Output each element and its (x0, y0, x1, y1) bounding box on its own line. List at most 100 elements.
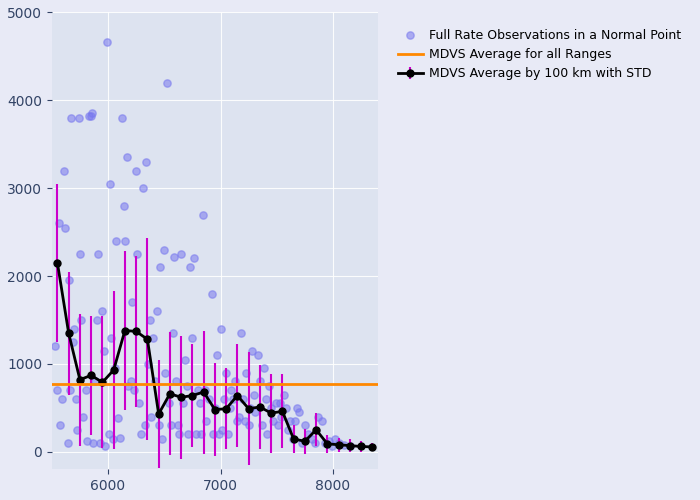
Full Rate Observations in a Normal Point (289, 417, 300, 425)
Full Rate Observations in a Normal Point (137, 184, 148, 192)
Full Rate Observations in a Normal Point (206, 290, 217, 298)
Full Rate Observations in a Normal Point (156, 434, 167, 442)
Full Rate Observations in a Normal Point (224, 404, 235, 412)
Full Rate Observations in a Normal Point (91, 316, 102, 324)
Full Rate Observations in a Normal Point (215, 325, 226, 333)
Full Rate Observations in a Normal Point (71, 395, 82, 403)
Full Rate Observations in a Normal Point (64, 386, 76, 394)
Full Rate Observations in a Normal Point (246, 346, 258, 354)
Full Rate Observations in a Normal Point (96, 307, 107, 315)
Full Rate Observations in a Normal Point (270, 400, 281, 407)
Full Rate Observations in a Normal Point (204, 395, 215, 403)
Full Rate Observations in a Normal Point (86, 108, 97, 116)
Full Rate Observations in a Normal Point (265, 404, 276, 412)
Full Rate Observations in a Normal Point (127, 298, 138, 306)
Full Rate Observations in a Normal Point (106, 334, 117, 342)
Full Rate Observations in a Normal Point (185, 263, 196, 271)
Full Rate Observations in a Normal Point (60, 224, 71, 232)
Full Rate Observations in a Normal Point (85, 112, 96, 120)
Full Rate Observations in a Normal Point (80, 386, 91, 394)
Full Rate Observations in a Normal Point (55, 422, 66, 430)
Full Rate Observations in a Normal Point (142, 360, 153, 368)
Full Rate Observations in a Normal Point (171, 378, 182, 386)
Full Rate Observations in a Normal Point (333, 439, 344, 447)
Full Rate Observations in a Normal Point (262, 430, 273, 438)
Full Rate Observations in a Normal Point (252, 351, 263, 359)
Full Rate Observations in a Normal Point (125, 378, 136, 386)
Full Rate Observations in a Normal Point (181, 382, 193, 390)
Full Rate Observations in a Normal Point (194, 400, 205, 407)
Full Rate Observations in a Normal Point (225, 386, 237, 394)
Full Rate Observations in a Normal Point (250, 408, 261, 416)
Full Rate Observations in a Normal Point (309, 439, 321, 447)
Full Rate Observations in a Normal Point (344, 442, 356, 450)
Full Rate Observations in a Normal Point (197, 210, 209, 218)
Full Rate Observations in a Normal Point (323, 437, 334, 445)
Full Rate Observations in a Normal Point (103, 430, 114, 438)
Full Rate Observations in a Normal Point (74, 250, 85, 258)
Full Rate Observations in a Normal Point (222, 430, 233, 438)
Full Rate Observations in a Normal Point (258, 364, 270, 372)
Full Rate Observations in a Normal Point (237, 395, 248, 403)
Full Rate Observations in a Normal Point (132, 250, 143, 258)
Full Rate Observations in a Normal Point (74, 114, 85, 122)
Full Rate Observations in a Normal Point (71, 426, 82, 434)
Full Rate Observations in a Normal Point (65, 114, 76, 122)
Full Rate Observations in a Normal Point (88, 439, 99, 447)
Full Rate Observations in a Normal Point (108, 434, 119, 442)
Full Rate Observations in a Normal Point (282, 426, 293, 434)
Full Rate Observations in a Normal Point (115, 434, 126, 442)
Full Rate Observations in a Normal Point (113, 414, 124, 422)
Full Rate Observations in a Normal Point (339, 440, 350, 448)
Full Rate Observations in a Normal Point (128, 386, 139, 394)
Full Rate Observations in a Normal Point (83, 112, 94, 120)
Full Rate Observations in a Normal Point (122, 382, 134, 390)
Full Rate Observations in a Normal Point (141, 158, 152, 166)
Full Rate Observations in a Normal Point (285, 417, 296, 425)
Full Rate Observations in a Normal Point (276, 412, 287, 420)
Full Rate Observations in a Normal Point (193, 386, 204, 394)
Full Rate Observations in a Normal Point (319, 439, 330, 447)
Full Rate Observations in a Normal Point (272, 422, 284, 430)
Full Rate Observations in a Normal Point (76, 316, 87, 324)
Full Rate Observations in a Normal Point (121, 154, 132, 162)
Full Rate Observations in a Normal Point (118, 202, 130, 209)
Full Rate Observations in a Normal Point (230, 378, 241, 386)
Full Rate Observations in a Normal Point (163, 400, 174, 407)
Full Rate Observations in a Normal Point (243, 422, 254, 430)
Full Rate Observations in a Normal Point (53, 220, 64, 228)
Full Rate Observations in a Normal Point (105, 180, 116, 188)
Full Rate Observations in a Normal Point (111, 237, 122, 245)
Full Rate Observations in a Normal Point (178, 400, 189, 407)
Full Rate Observations in a Normal Point (56, 395, 67, 403)
Full Rate Observations in a Normal Point (158, 246, 169, 254)
Full Rate Observations in a Normal Point (151, 307, 162, 315)
Full Rate Observations in a Normal Point (228, 395, 239, 403)
Full Rate Observations in a Normal Point (146, 412, 157, 420)
Full Rate Observations in a Normal Point (220, 368, 232, 376)
Full Rate Observations in a Normal Point (232, 417, 243, 425)
Full Rate Observations in a Normal Point (211, 351, 222, 359)
Full Rate Observations in a Normal Point (235, 329, 246, 337)
Full Rate Observations in a Normal Point (260, 395, 271, 403)
Full Rate Observations in a Normal Point (254, 378, 265, 386)
Full Rate Observations in a Normal Point (120, 237, 131, 245)
Full Rate Observations in a Normal Point (196, 430, 207, 438)
Full Rate Observations in a Normal Point (98, 346, 109, 354)
Full Rate Observations in a Normal Point (116, 114, 127, 122)
Full Rate Observations in a Normal Point (274, 400, 285, 407)
Full Rate Observations in a Normal Point (183, 430, 194, 438)
Full Rate Observations in a Normal Point (239, 417, 251, 425)
Full Rate Observations in a Normal Point (313, 412, 324, 420)
Full Rate Observations in a Normal Point (287, 434, 298, 442)
Full Rate Observations in a Normal Point (300, 422, 311, 430)
Full Rate Observations in a Normal Point (130, 166, 141, 174)
Full Rate Observations in a Normal Point (187, 334, 198, 342)
Full Rate Observations in a Normal Point (248, 390, 259, 398)
Full Rate Observations in a Normal Point (199, 386, 211, 394)
Full Rate Observations in a Normal Point (245, 404, 256, 412)
Full Rate Observations in a Normal Point (78, 412, 89, 420)
Full Rate Observations in a Normal Point (82, 437, 93, 445)
Full Rate Observations in a Normal Point (278, 390, 289, 398)
Full Rate Observations in a Normal Point (109, 364, 120, 372)
